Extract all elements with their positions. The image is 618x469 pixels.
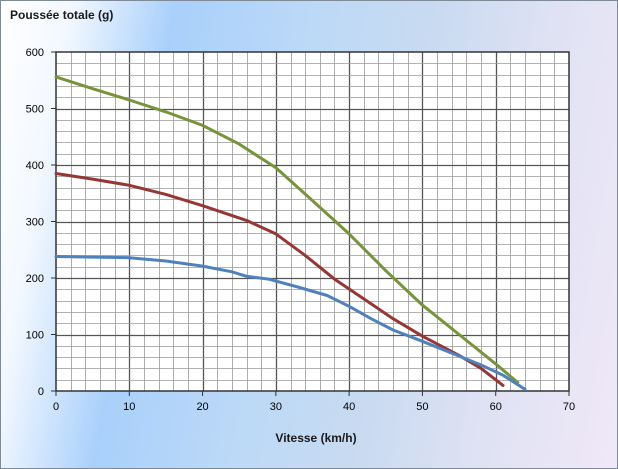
series-line-2 (54, 172, 505, 387)
x-tick-label: 50 (416, 401, 428, 413)
x-tick-label: 0 (53, 401, 59, 413)
y-tick-label: 600 (26, 47, 44, 59)
y-tick-label: 200 (26, 273, 44, 285)
series-line-3 (54, 255, 527, 391)
x-tick-label: 40 (343, 401, 355, 413)
x-tick-label: 60 (490, 401, 502, 413)
x-tick-label: 30 (270, 401, 282, 413)
y-tick-label: 500 (26, 104, 44, 116)
y-tick-label: 100 (26, 330, 44, 342)
chart-title: Poussée totale (g) (10, 8, 114, 22)
x-tick-label: 20 (196, 401, 208, 413)
y-tick-label: 400 (26, 160, 44, 172)
x-tick-label: 70 (563, 401, 575, 413)
y-tick-label: 300 (26, 217, 44, 229)
y-tick-label: 0 (38, 386, 44, 398)
series-line-1 (54, 75, 520, 384)
plot-background (56, 52, 569, 391)
x-axis-title: Vitesse (km/h) (275, 431, 357, 445)
x-tick-label: 10 (123, 401, 135, 413)
